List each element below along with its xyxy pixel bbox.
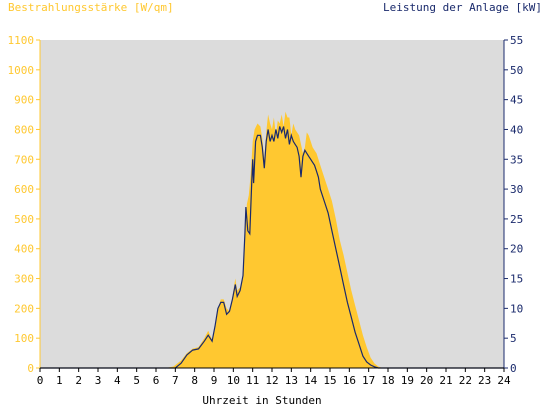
right-y-tick-label: 25 (510, 213, 523, 226)
left-y-tick-label: 0 (27, 362, 34, 375)
x-tick-label: 17 (362, 374, 375, 387)
left-y-tick-label: 800 (14, 123, 34, 136)
x-tick-label: 8 (191, 374, 198, 387)
right-y-tick-label: 15 (510, 273, 523, 286)
x-tick-label: 3 (95, 374, 102, 387)
x-tick-label: 10 (227, 374, 240, 387)
series-power-line (40, 126, 504, 369)
x-tick-label: 11 (246, 374, 259, 387)
x-tick-label: 18 (381, 374, 394, 387)
x-tick-label: 21 (439, 374, 452, 387)
x-tick-label: 9 (211, 374, 218, 387)
x-tick-label: 0 (37, 374, 44, 387)
series-irradiance-area (40, 111, 504, 368)
left-y-tick-label: 700 (14, 153, 34, 166)
right-y-tick-label: 55 (510, 34, 523, 47)
x-tick-label: 24 (497, 374, 511, 387)
x-tick-label: 20 (420, 374, 433, 387)
x-tick-label: 19 (401, 374, 414, 387)
x-axis-title: Uhrzeit in Stunden (202, 394, 321, 407)
right-y-tick-label: 20 (510, 243, 523, 256)
left-y-tick-label: 500 (14, 213, 34, 226)
left-y-tick-label: 900 (14, 94, 34, 107)
left-y-tick-label: 1100 (8, 34, 35, 47)
right-y-tick-label: 50 (510, 64, 523, 77)
x-tick-label: 23 (478, 374, 491, 387)
right-y-tick-label: 45 (510, 94, 523, 107)
left-y-tick-label: 200 (14, 302, 34, 315)
right-y-tick-label: 10 (510, 302, 523, 315)
left-y-tick-label: 100 (14, 332, 34, 345)
x-tick-label: 12 (265, 374, 278, 387)
right-axis-title: Leistung der Anlage [kW] (383, 1, 542, 14)
x-tick-label: 22 (459, 374, 472, 387)
x-tick-label: 7 (172, 374, 179, 387)
x-tick-label: 6 (153, 374, 160, 387)
x-tick-label: 4 (114, 374, 121, 387)
left-y-tick-label: 1000 (8, 64, 35, 77)
right-y-tick-label: 5 (510, 332, 517, 345)
x-tick-label: 16 (343, 374, 356, 387)
right-y-tick-label: 0 (510, 362, 517, 375)
left-axis-title: Bestrahlungsstärke [W/qm] (8, 1, 174, 14)
left-y-tick-label: 400 (14, 243, 34, 256)
right-y-tick-label: 35 (510, 153, 523, 166)
right-y-tick-label: 30 (510, 183, 523, 196)
x-tick-label: 1 (56, 374, 63, 387)
x-tick-label: 2 (75, 374, 82, 387)
right-y-tick-label: 40 (510, 123, 523, 136)
x-tick-label: 14 (304, 374, 318, 387)
x-tick-label: 15 (323, 374, 336, 387)
x-tick-label: 13 (285, 374, 298, 387)
left-y-tick-label: 300 (14, 273, 34, 286)
x-tick-label: 5 (133, 374, 140, 387)
left-y-tick-label: 600 (14, 183, 34, 196)
